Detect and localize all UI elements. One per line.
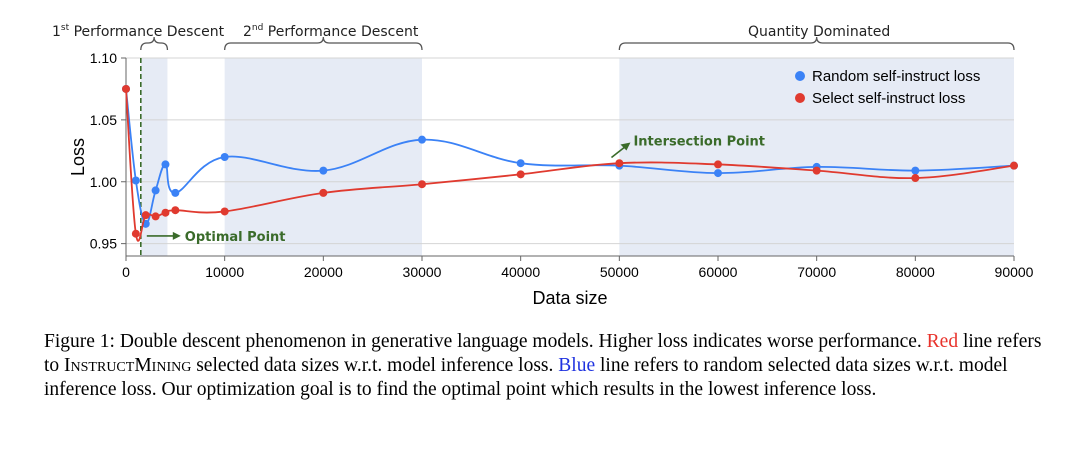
series-2-point (141, 211, 150, 220)
caption-mid1: line refers to (44, 331, 1042, 376)
series-1-point (131, 176, 140, 185)
region-shade-2 (224, 58, 422, 256)
series-2-point (418, 180, 426, 189)
x-tick-label: 30000 (403, 264, 442, 280)
series-2-point (1010, 161, 1018, 170)
series-1-point (714, 169, 722, 178)
x-tick-label: 80000 (896, 264, 935, 280)
caption-mid2: selected data sizes w.r.t. model inferen… (191, 355, 559, 376)
series-2-point (171, 206, 180, 215)
region-brace-2 (224, 36, 423, 51)
caption-red-word: Red (926, 331, 959, 352)
series-1-point (418, 135, 426, 144)
y-tick-label: 0.95 (90, 236, 117, 252)
intersection-point-label: Intersection Point (633, 134, 765, 149)
series-2-point (319, 188, 328, 197)
series-1-point (151, 186, 160, 195)
region-brace-1 (140, 36, 169, 51)
caption-suffix: line refers to random selected data size… (44, 355, 1008, 400)
series-1-point (911, 166, 920, 175)
y-tick-label: 1.05 (90, 112, 117, 128)
legend-marker-1 (795, 71, 805, 81)
intersection-point-arrowhead (620, 142, 631, 151)
x-tick-label: 90000 (995, 264, 1034, 280)
series-2-point (812, 166, 821, 175)
series-1-point (319, 166, 328, 175)
series-1-point (171, 188, 180, 197)
legend-label-2: Select self-instruct loss (812, 90, 965, 107)
legend-marker-2 (795, 93, 805, 103)
legend-label-1: Random self-instruct loss (812, 68, 980, 85)
caption-blue-word: Blue (558, 355, 596, 376)
series-1-point (161, 160, 170, 169)
series-2-point (161, 208, 170, 217)
y-tick-label: 1.10 (90, 50, 117, 66)
series-2-point (911, 174, 920, 183)
series-line-1 (125, 88, 1015, 225)
x-tick-label: 10000 (205, 264, 244, 280)
caption-prefix: Figure 1: Double descent phenomenon in g… (44, 331, 927, 352)
x-tick-label: 20000 (304, 264, 343, 280)
region-shade-3 (619, 58, 1014, 256)
x-tick-label: 0 (122, 264, 130, 280)
optimal-point-arrowhead (172, 231, 181, 240)
series-2-point (151, 212, 160, 221)
series-2-point (516, 170, 525, 179)
series-2-point (131, 229, 140, 238)
x-axis-title: Data size (532, 288, 607, 308)
region-label-2: 2nd Performance Descent (243, 23, 419, 40)
region-brace-3 (618, 36, 1015, 51)
x-tick-label: 40000 (501, 264, 540, 280)
region-label-3: Quantity Dominated (748, 24, 890, 40)
caption-method-name: InstructMining (64, 355, 192, 376)
series-2-point (714, 160, 722, 169)
y-axis-title: Loss (68, 138, 88, 176)
figure-caption: Figure 1: Double descent phenomenon in g… (44, 330, 1044, 402)
intersection-point-arrow (610, 145, 626, 159)
series-2-point (615, 159, 624, 168)
series-1-point (516, 159, 525, 168)
x-tick-label: 50000 (600, 264, 639, 280)
optimal-point-label: Optimal Point (185, 230, 286, 245)
double-descent-chart: 1st Performance Descent 2nd Performance D… (52, 23, 1034, 308)
series-2-point (220, 207, 229, 216)
series-1-point (220, 153, 229, 161)
y-tick-label: 1.00 (90, 174, 117, 190)
x-tick-label: 70000 (797, 264, 836, 280)
series-2-point (122, 84, 130, 93)
x-tick-label: 60000 (699, 264, 738, 280)
region-label-1: 1st Performance Descent (52, 23, 225, 40)
